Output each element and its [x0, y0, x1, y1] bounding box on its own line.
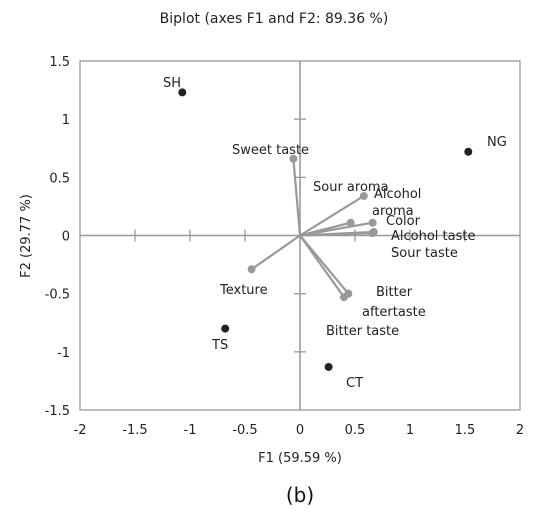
y-tick-label: -1.5: [45, 404, 70, 419]
y-tick-label: 0: [62, 230, 70, 245]
variable-label: Sweet taste: [232, 143, 309, 158]
variable-label: Bitter aftertaste: [362, 285, 426, 320]
variable-vector-line: [292, 158, 302, 236]
variable-label: Color: [386, 214, 421, 229]
observation-label: NG: [487, 135, 507, 150]
variable-label: Bitter taste: [326, 324, 399, 339]
x-tick-label: 2: [516, 423, 524, 438]
variable-vector-line: [299, 232, 373, 237]
x-tick-label: 0: [296, 423, 304, 438]
x-tick-label: 1: [406, 423, 414, 438]
x-tick-label: -2: [74, 423, 87, 438]
variable-point: [359, 191, 368, 200]
observation-label: SH: [163, 76, 181, 91]
variable-point: [340, 293, 348, 302]
x-tick-label: 0.5: [345, 423, 366, 438]
observation-points: SH NG TS CT: [163, 76, 507, 391]
variable-label: Sour taste: [391, 246, 458, 261]
variable-point: [247, 265, 256, 274]
variable-vector-line: [250, 234, 301, 271]
chart-title: Biplot (axes F1 and F2: 89.36 %): [160, 11, 389, 27]
tick-layer: -2 -1.5 -1 -0.5 0 0.5 1 1.5 2 1.5 1 0.5 0 -0.5 -1 -1.5: [45, 55, 525, 438]
x-axis-label: F1 (59.59 %): [258, 451, 342, 466]
variable-point: [289, 154, 298, 163]
y-tick-label: 1: [62, 113, 70, 128]
x-tick-label: 1.5: [455, 423, 476, 438]
variable-vector-line: [299, 234, 345, 298]
x-tick-label: -0.5: [232, 423, 257, 438]
x-tick-label: -1: [184, 423, 197, 438]
variable-vector-line: [299, 195, 365, 237]
y-tick-label: 1.5: [49, 55, 70, 70]
y-tick-label: 0.5: [49, 171, 70, 186]
variable-vector-line: [299, 221, 373, 237]
variable-label: Alcohol taste: [391, 229, 475, 244]
observation-point: [221, 324, 230, 333]
observation-point: [324, 362, 333, 371]
y-tick-label: -0.5: [45, 288, 70, 303]
observation-point: [178, 88, 187, 97]
variable-point: [368, 218, 377, 227]
variable-label: Alcohol aroma: [372, 187, 421, 219]
y-tick-label: -1: [57, 346, 70, 361]
x-tick-label: -1.5: [122, 423, 147, 438]
observation-point: [464, 147, 473, 156]
variable-point: [346, 218, 355, 227]
variable-point: [368, 229, 377, 238]
observation-label: TS: [211, 338, 228, 353]
observation-label: CT: [346, 376, 363, 391]
variable-label: Texture: [219, 283, 268, 298]
y-axis-label: F2 (29.77 %): [19, 194, 34, 278]
figure-caption: (b): [286, 483, 314, 507]
variable-label: Sour aroma: [313, 180, 389, 195]
